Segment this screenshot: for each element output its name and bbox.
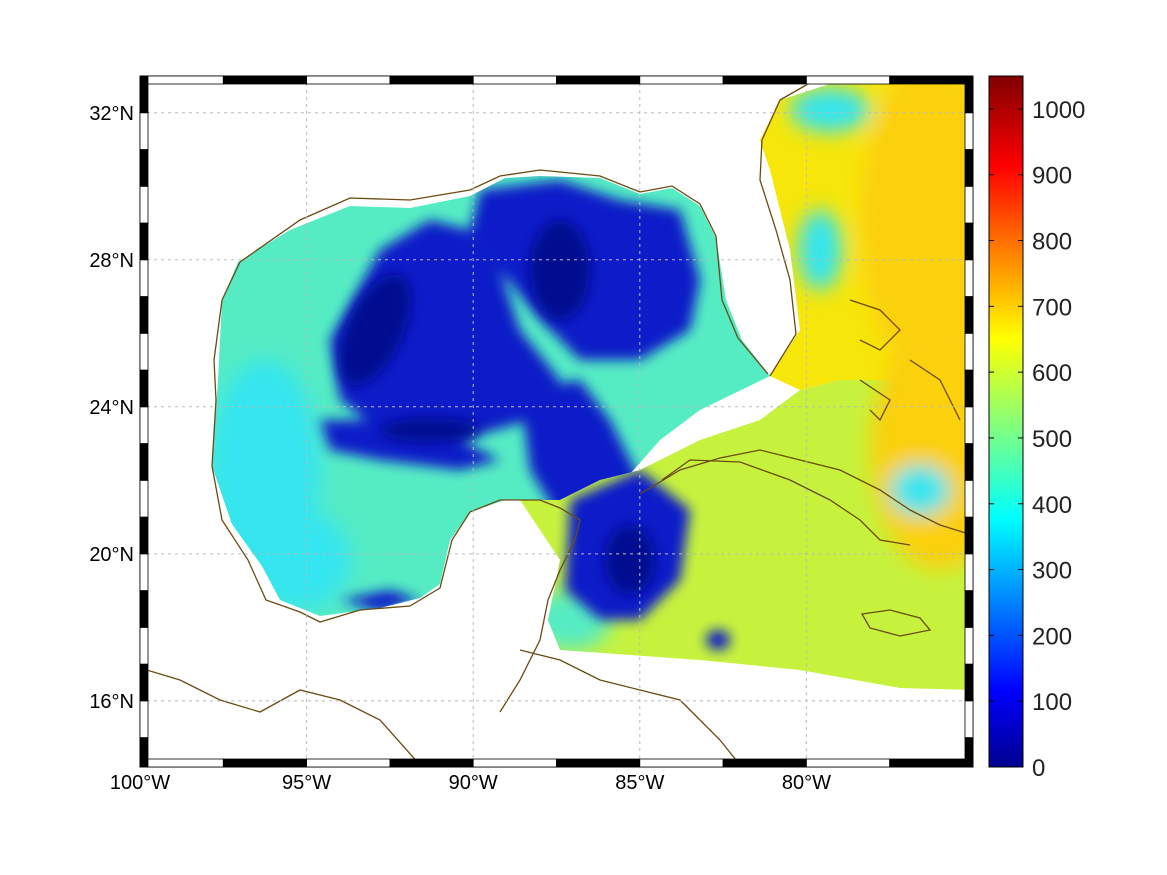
frame-segment	[639, 75, 724, 85]
frame-segment	[139, 112, 149, 150]
frame-segment	[964, 443, 974, 481]
longitude-tick-label: 100°W	[110, 772, 170, 794]
frame-segment	[139, 149, 149, 187]
longitude-tick-label: 85°W	[615, 772, 664, 794]
frame-segment	[806, 75, 891, 85]
frame-segment	[139, 553, 149, 591]
frame-segment	[139, 185, 149, 224]
frame-segment	[964, 590, 974, 628]
frame-segment	[139, 443, 149, 481]
latitude-tick-label: 32°N	[89, 103, 134, 125]
longitude-tick-label: 80°W	[782, 772, 831, 794]
frame-segment	[964, 553, 974, 591]
frame-segment	[139, 75, 224, 85]
frame-segment	[722, 758, 807, 768]
frame-segment	[722, 75, 807, 85]
colorbar-tick-label: 200	[1032, 623, 1072, 650]
frame-segment	[139, 259, 149, 297]
frame-segment	[806, 758, 891, 768]
colorbar-tick-label: 600	[1032, 360, 1072, 387]
frame-segment	[222, 758, 308, 768]
frame-segment	[964, 222, 974, 261]
latitude-tick-label: 28°N	[89, 250, 134, 272]
frame-segment	[139, 222, 149, 261]
frame-segment	[139, 479, 149, 518]
frame-segment	[964, 700, 974, 738]
frame-segment	[964, 369, 974, 408]
frame-segment	[964, 663, 974, 702]
frame-segment	[964, 112, 974, 150]
frame-segment	[889, 75, 974, 85]
frame-segment	[472, 75, 557, 85]
colorbar-tick-label: 1000	[1032, 97, 1085, 124]
longitude-tick-label: 90°W	[449, 772, 498, 794]
frame-segment	[139, 663, 149, 702]
frame-segment	[964, 737, 974, 768]
colorbar	[988, 75, 1024, 768]
frame-segment	[306, 75, 391, 85]
frame-segment	[964, 626, 974, 665]
frame-segment	[556, 758, 641, 768]
colorbar-tick-label: 800	[1032, 229, 1072, 256]
frame-segment	[139, 758, 224, 768]
frame-segment	[139, 516, 149, 555]
frame-segment	[139, 590, 149, 628]
frame-segment	[964, 259, 974, 297]
colorbar-tick-label: 900	[1032, 163, 1072, 190]
frame-segment	[889, 758, 974, 768]
frame-segment	[964, 516, 974, 555]
colorbar-tick-label: 400	[1032, 492, 1072, 519]
frame-segment	[964, 296, 974, 334]
frame-segment	[139, 737, 149, 768]
frame-segment	[306, 758, 391, 768]
frame-segment	[964, 406, 974, 444]
frame-segment	[964, 185, 974, 224]
colorbar-tick-label: 700	[1032, 294, 1072, 321]
frame-segment	[139, 369, 149, 408]
latitude-tick-label: 24°N	[89, 397, 134, 419]
grid-lines	[140, 76, 973, 767]
frame-segment	[472, 758, 557, 768]
frame-segment	[139, 75, 149, 114]
frame-segment	[389, 75, 474, 85]
colorbar-tick-label: 300	[1032, 558, 1072, 585]
frame-segment	[389, 758, 474, 768]
colorbar-tick-label: 100	[1032, 689, 1072, 716]
frame-segment	[139, 406, 149, 444]
colorbar-tick-label: 0	[1032, 755, 1045, 782]
frame-segment	[139, 296, 149, 334]
longitude-tick-label: 95°W	[282, 772, 331, 794]
frame-segment	[639, 758, 724, 768]
frame-segment	[139, 626, 149, 665]
frame-segment	[139, 700, 149, 738]
frame-segment	[964, 149, 974, 187]
latitude-tick-label: 16°N	[89, 691, 134, 713]
frame-segment	[222, 75, 308, 85]
latitude-tick-label: 20°N	[89, 544, 134, 566]
frame-segment	[964, 75, 974, 114]
map-frame	[139, 75, 974, 768]
frame-segment	[964, 479, 974, 518]
colorbar-tick-label: 500	[1032, 426, 1072, 453]
frame-segment	[556, 75, 641, 85]
frame-segment	[139, 332, 149, 371]
frame-segment	[964, 332, 974, 371]
